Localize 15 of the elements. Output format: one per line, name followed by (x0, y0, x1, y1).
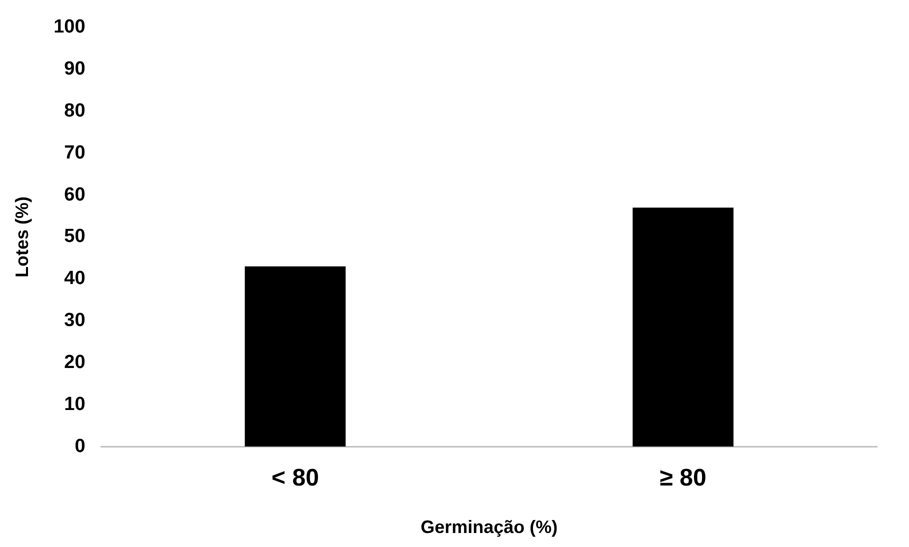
y-axis-title: Lotes (%) (12, 196, 32, 278)
y-tick-label: 10 (64, 394, 86, 415)
x-tick-label: < 80 (272, 464, 319, 492)
x-axis-title: Germinação (%) (420, 517, 558, 538)
y-tick-label: 50 (64, 226, 86, 248)
y-tick-label: 40 (64, 268, 86, 290)
y-tick-label: 70 (64, 142, 86, 164)
y-tick-label: 60 (64, 184, 86, 206)
y-tick-label: 0 (74, 436, 86, 457)
x-tick-label: ≥ 80 (660, 464, 706, 492)
y-tick-label: 80 (64, 100, 86, 122)
y-tick-label: 20 (64, 352, 86, 373)
y-tick-label: 90 (64, 58, 86, 80)
y-tick-label: 100 (54, 16, 86, 38)
y-tick-label: 30 (64, 310, 86, 332)
